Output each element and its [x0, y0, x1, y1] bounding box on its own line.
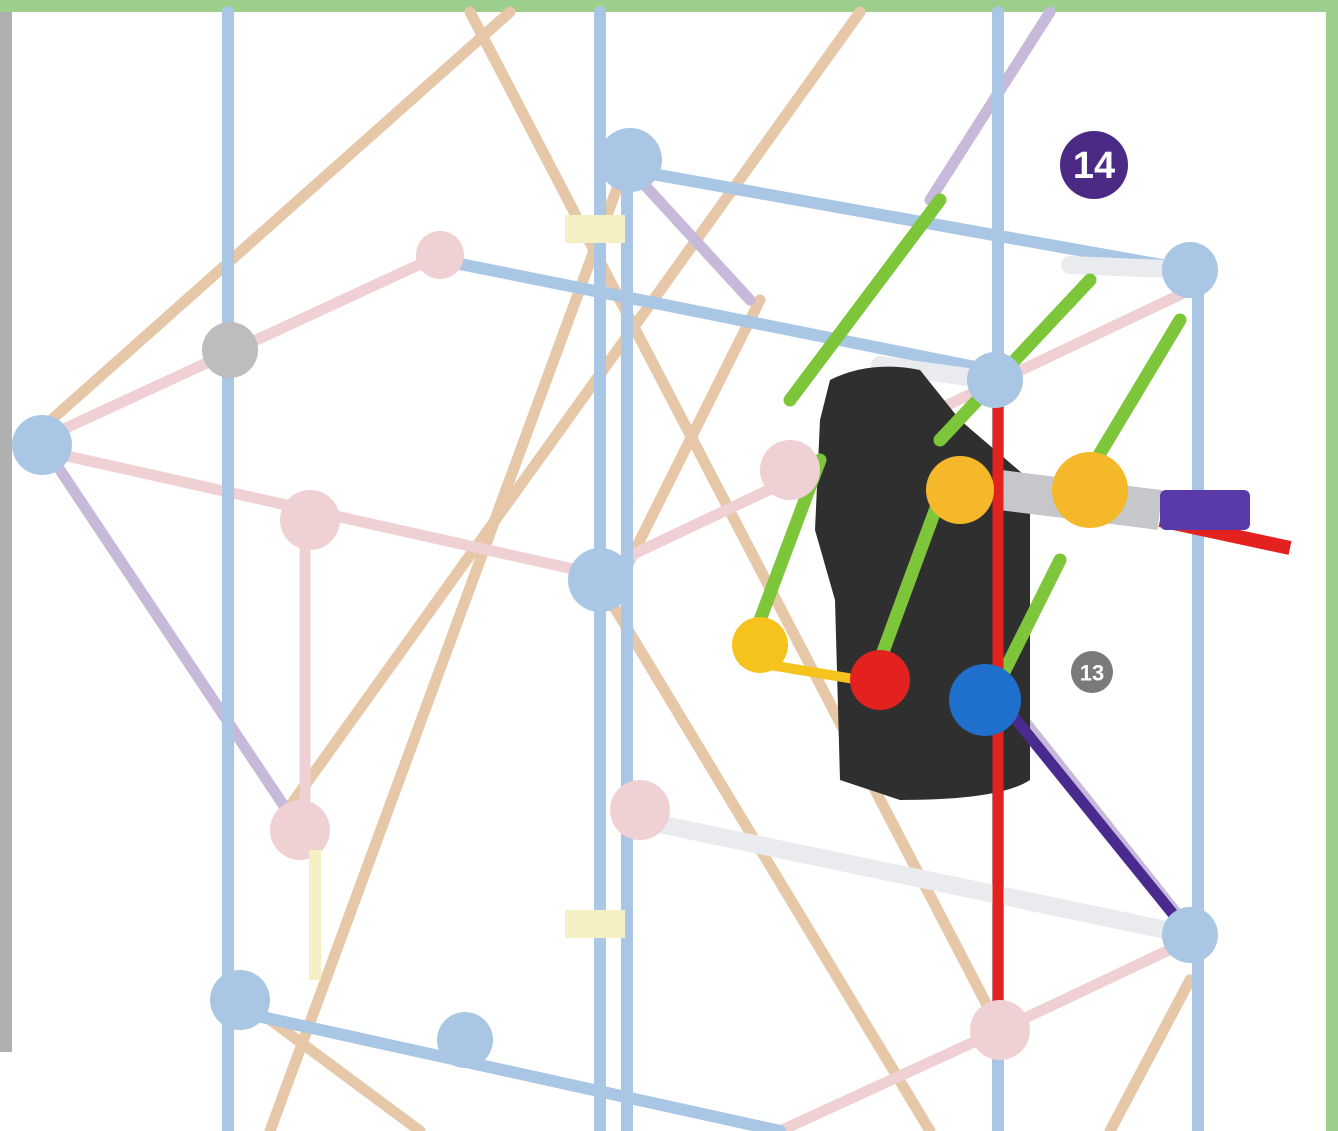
step-badge — [1060, 131, 1128, 199]
shadow — [0, 12, 12, 1052]
step-number: 14 — [1073, 145, 1115, 187]
callout-label: 13 — [1080, 661, 1104, 686]
model-illustration — [12, 6, 1292, 1131]
callout-badge — [1071, 651, 1113, 693]
